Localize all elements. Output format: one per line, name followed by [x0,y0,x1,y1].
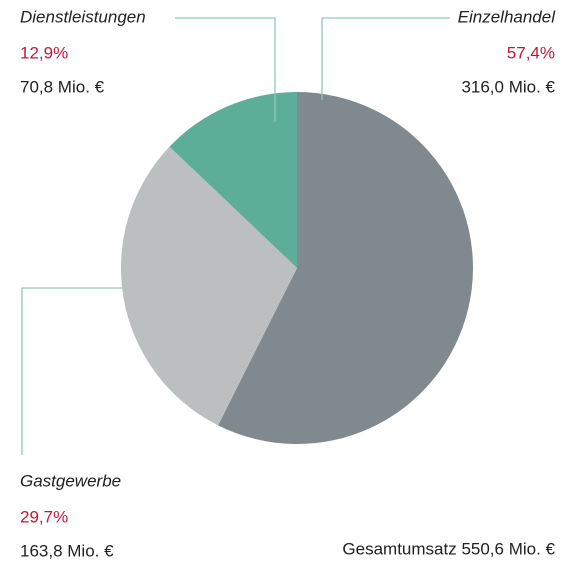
value-label: 29,7% [20,507,68,526]
total-label: Gesamtumsatz 550,6 Mio. € [342,539,555,558]
page: Gesamtumsatz 550,6 Mio. € Einzelhandel 57… [0,0,573,565]
amount-label: 70,8 Mio. € [20,77,105,96]
amount-label: 163,8 Mio. € [20,541,114,560]
category-label: Gastgewerbe [20,471,121,490]
value-label: 12,9% [20,43,68,62]
chart: Gesamtumsatz 550,6 Mio. € Einzelhandel 57… [0,0,573,565]
category-label: Dienstleistungen [20,7,146,26]
value-label: 57,4% [507,43,555,62]
leader-line [22,288,125,455]
amount-label: 316,0 Mio. € [461,77,555,96]
category-label: Einzelhandel [458,7,557,26]
leader-line [322,18,450,100]
